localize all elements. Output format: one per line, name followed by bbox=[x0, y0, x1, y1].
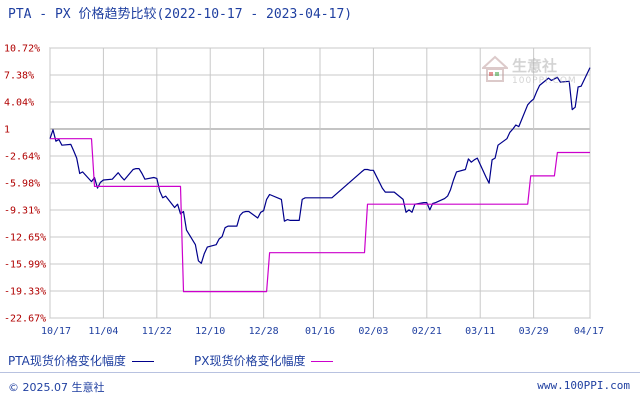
y-tick-label: 4.04% bbox=[4, 98, 34, 109]
y-tick-label: -19.33% bbox=[4, 286, 46, 297]
y-tick-label: 1 bbox=[4, 125, 10, 136]
y-tick-label: -5.98% bbox=[4, 179, 40, 190]
y-tick-label: -2.64% bbox=[4, 152, 40, 163]
chart-title: PTA - PX 价格趋势比较(2022-10-17 - 2023-04-17) bbox=[8, 7, 353, 22]
house-icon bbox=[482, 55, 508, 82]
watermark-url: 100PPI.COM bbox=[512, 76, 577, 86]
axis-layer: 10.72% 7.38% 4.04% 1 -2.64% -5.98% -9.31% -12.6… bbox=[4, 44, 604, 338]
x-tick-label: 11/22 bbox=[142, 326, 172, 337]
legend-item-px: PX现货价格变化幅度 bbox=[194, 352, 334, 369]
legend-label-px: PX现货价格变化幅度 bbox=[194, 354, 306, 368]
y-tick-label: 7.38% bbox=[4, 71, 34, 82]
y-tick-label: -15.99% bbox=[4, 259, 46, 270]
x-tick-label: 03/29 bbox=[519, 326, 549, 337]
px-series-line bbox=[50, 138, 590, 293]
legend-item-pta: PTA现货价格变化幅度 bbox=[8, 352, 154, 369]
y-tick-label: -22.67% bbox=[4, 314, 46, 325]
y-tick-label: -9.31% bbox=[4, 205, 40, 216]
footer-copyright: © 2025.07 生意社 bbox=[8, 381, 105, 394]
pta-series-line bbox=[49, 67, 591, 264]
x-tick-label: 02/21 bbox=[412, 326, 442, 337]
legend-swatch-px bbox=[311, 361, 334, 362]
x-tick-label: 11/04 bbox=[88, 326, 118, 337]
y-tick-label: 10.72% bbox=[4, 44, 40, 55]
x-tick-label: 12/10 bbox=[195, 326, 225, 337]
x-tick-label: 02/03 bbox=[358, 326, 388, 337]
footer-site-link[interactable]: www.100PPI.com bbox=[537, 379, 630, 392]
x-tick-label: 12/28 bbox=[249, 326, 279, 337]
y-tick-label: -12.65% bbox=[4, 232, 46, 243]
x-tick-label: 04/17 bbox=[574, 326, 604, 337]
x-tick-label: 10/17 bbox=[41, 326, 71, 337]
x-tick-label: 01/16 bbox=[305, 326, 335, 337]
footer-divider bbox=[0, 372, 640, 373]
grid-layer bbox=[49, 47, 591, 319]
series-layer bbox=[49, 67, 591, 293]
legend-swatch-pta bbox=[131, 361, 154, 362]
watermark-logo: 生意社 100PPI.COM bbox=[482, 55, 578, 95]
watermark-logo-text: 生意社 bbox=[512, 57, 558, 75]
legend-label-pta: PTA现货价格变化幅度 bbox=[8, 354, 126, 368]
x-tick-label: 03/11 bbox=[465, 326, 495, 337]
